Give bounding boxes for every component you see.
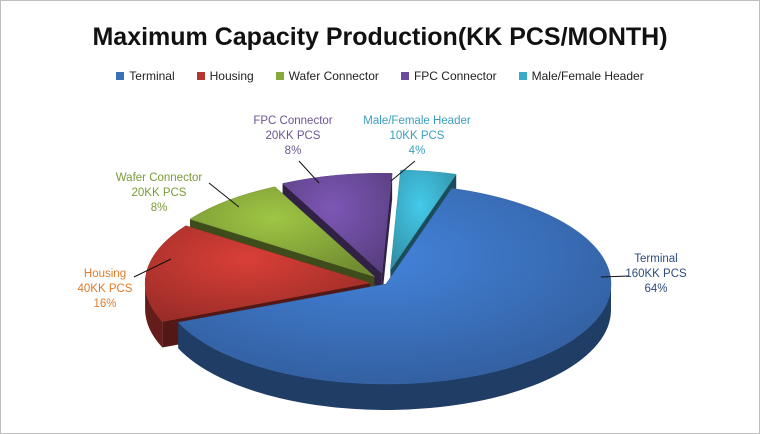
legend-label-fpc-connector: FPC Connector (413, 69, 497, 83)
slice-label-housing-percent: 16% (93, 298, 117, 310)
chart-title: Maximum Capacity Production(KK PCS/MONTH… (92, 23, 668, 51)
legend-swatch-male-female-header (518, 72, 527, 80)
slice-label-fpc-connector-name: FPC Connector (253, 115, 333, 127)
slice-terminal (177, 188, 612, 385)
slice-fpc-connector (282, 172, 393, 274)
slice-wafer-connector (189, 186, 375, 277)
slice-housing (144, 225, 371, 322)
legend-swatch-fpc-connector (400, 72, 409, 80)
slice-label-wafer-connector-value: 20KK PCS (131, 187, 187, 199)
slice-label-male-female-header-name: Male/Female Header (363, 115, 471, 127)
slice-label-housing-name: Housing (83, 268, 127, 280)
leader-line-wafer-connector (208, 182, 240, 208)
slice-rim-housing-0 (145, 283, 163, 348)
slice-male-female-header (390, 169, 457, 271)
leader-line-male-female-header (390, 160, 416, 182)
legend-entry-male-female-header[interactable]: Male/Female Header (518, 69, 644, 83)
legend-swatch-terminal (116, 72, 125, 80)
slice-label-terminal-value: 160KK PCS (625, 268, 687, 280)
slice-label-terminal: Terminal 160KK PCS 64% (625, 252, 686, 297)
slice-rim-terminal-0 (178, 284, 611, 410)
legend-label-terminal: Terminal (129, 69, 175, 83)
slice-label-fpc-connector-value: 20KK PCS (265, 130, 321, 142)
leader-line-housing (133, 258, 172, 278)
slice-label-male-female-header: Male/Female Header 10KK PCS 4% (363, 114, 470, 159)
slice-label-terminal-percent: 64% (644, 283, 668, 295)
leader-line-fpc-connector (298, 160, 320, 184)
legend-label-wafer-connector: Wafer Connector (288, 69, 379, 83)
legend-swatch-housing (196, 72, 205, 80)
legend-entry-fpc-connector[interactable]: FPC Connector (400, 69, 497, 83)
slice-label-housing: Housing 40KK PCS 16% (78, 267, 133, 312)
slice-label-terminal-name: Terminal (634, 253, 678, 265)
leader-line-terminal (600, 275, 630, 278)
slice-label-wafer-connector-percent: 8% (150, 202, 168, 214)
legend-entry-terminal[interactable]: Terminal (116, 69, 175, 83)
slice-label-fpc-connector-percent: 8% (284, 145, 302, 157)
slice-side-fpc-connector-end (381, 173, 393, 300)
legend-entry-housing[interactable]: Housing (196, 69, 254, 83)
legend-entry-wafer-connector[interactable]: Wafer Connector (275, 69, 379, 83)
legend-label-housing: Housing (209, 69, 254, 83)
slice-label-male-female-header-value: 10KK PCS (389, 130, 445, 142)
legend-label-male-female-header: Male/Female Header (531, 69, 644, 83)
slice-label-wafer-connector-name: Wafer Connector (115, 172, 203, 184)
slice-label-housing-value: 40KK PCS (77, 283, 133, 295)
legend-swatch-wafer-connector (275, 72, 284, 80)
slice-label-wafer-connector: Wafer Connector 20KK PCS 8% (116, 171, 203, 216)
slice-label-male-female-header-percent: 4% (408, 145, 426, 157)
legend: Terminal Housing Wafer Connector FPC Con… (1, 67, 759, 85)
slice-label-fpc-connector: FPC Connector 20KK PCS 8% (253, 114, 332, 159)
